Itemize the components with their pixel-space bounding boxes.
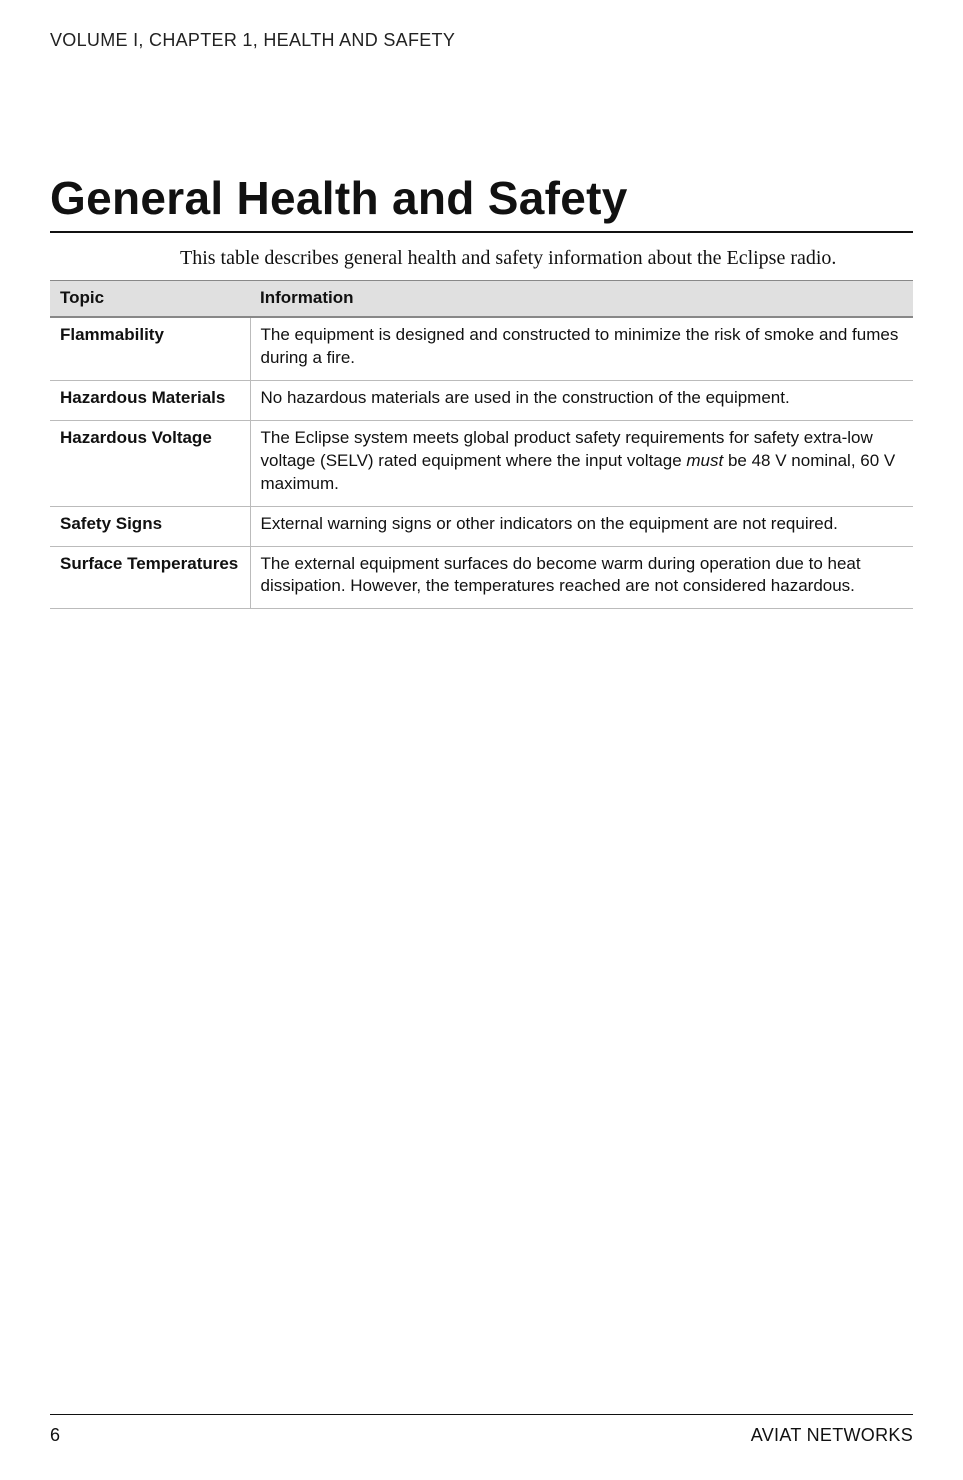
- topic-cell: Flammability: [50, 317, 250, 380]
- running-header: VOLUME I, CHAPTER 1, HEALTH AND SAFETY: [50, 30, 913, 51]
- publisher: AVIAT NETWORKS: [751, 1425, 913, 1446]
- topic-cell: Surface Temperatures: [50, 546, 250, 609]
- title-rule: [50, 231, 913, 233]
- info-ital: must: [686, 451, 723, 470]
- page-footer: 6 AVIAT NETWORKS: [50, 1414, 913, 1446]
- info-text: The equipment is designed and constructe…: [261, 325, 899, 367]
- info-text: External warning signs or other indicato…: [261, 514, 838, 533]
- info-cell: External warning signs or other indicato…: [250, 506, 913, 546]
- topic-cell: Hazardous Materials: [50, 380, 250, 420]
- info-cell: The Eclipse system meets global product …: [250, 420, 913, 506]
- page-title: General Health and Safety: [50, 171, 913, 225]
- table-row: Safety Signs External warning signs or o…: [50, 506, 913, 546]
- footer-row: 6 AVIAT NETWORKS: [50, 1425, 913, 1446]
- col-header-topic: Topic: [50, 281, 250, 317]
- info-text: No hazardous materials are used in the c…: [261, 388, 790, 407]
- page: VOLUME I, CHAPTER 1, HEALTH AND SAFETY G…: [0, 0, 963, 1480]
- footer-rule: [50, 1414, 913, 1415]
- col-header-information: Information: [250, 281, 913, 317]
- table-row: Surface Temperatures The external equipm…: [50, 546, 913, 609]
- topic-cell: Safety Signs: [50, 506, 250, 546]
- info-text: The external equipment surfaces do becom…: [261, 554, 861, 596]
- page-number: 6: [50, 1425, 60, 1446]
- table-header-row: Topic Information: [50, 281, 913, 317]
- table-row: Flammability The equipment is designed a…: [50, 317, 913, 380]
- info-cell: No hazardous materials are used in the c…: [250, 380, 913, 420]
- intro-paragraph: This table describes general health and …: [180, 247, 913, 270]
- table-row: Hazardous Materials No hazardous materia…: [50, 380, 913, 420]
- table-row: Hazardous Voltage The Eclipse system mee…: [50, 420, 913, 506]
- topic-cell: Hazardous Voltage: [50, 420, 250, 506]
- info-cell: The equipment is designed and constructe…: [250, 317, 913, 380]
- info-cell: The external equipment surfaces do becom…: [250, 546, 913, 609]
- safety-table: Topic Information Flammability The equip…: [50, 280, 913, 609]
